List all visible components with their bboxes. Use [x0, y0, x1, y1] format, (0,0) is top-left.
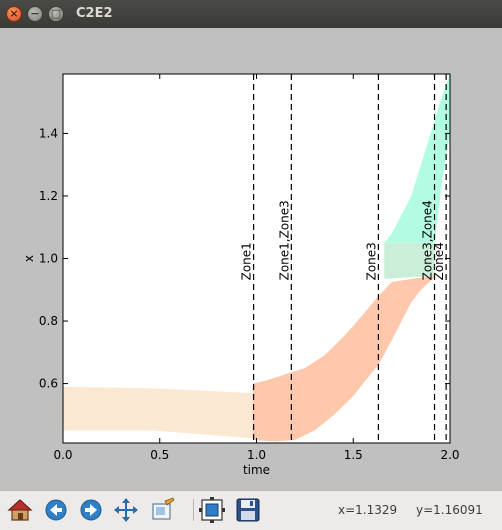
subplots-button[interactable] [199, 497, 225, 523]
y-tick-label: 1.2 [39, 189, 58, 203]
y-tick-label: 1.4 [39, 126, 58, 140]
navigation-toolbar: x=1.1329 y=1.16091 [0, 490, 502, 530]
plot-canvas[interactable]: Zone1 Zone1,Zone3 Zone3 Zone3,Zone4 Zone4 0.0… [0, 28, 502, 488]
close-window-button[interactable]: × [6, 6, 22, 22]
forward-icon [80, 499, 102, 521]
zone-label-1: Zone1 [240, 242, 254, 280]
home-button[interactable] [7, 497, 33, 523]
forward-button[interactable] [78, 497, 104, 523]
zone-label-5: Zone4 [432, 242, 446, 280]
minimize-icon: − [30, 7, 40, 20]
zone-label-2: Zone1,Zone3 [277, 200, 291, 280]
reach-region-2 [252, 275, 435, 442]
pan-button[interactable] [113, 497, 139, 523]
maximize-window-button[interactable]: □ [48, 6, 64, 22]
x-coordinate-readout: x=1.1329 [338, 503, 398, 517]
reach-region-1 [63, 386, 255, 440]
window-titlebar: × − □ C2E2 [0, 0, 502, 28]
reach-region-3 [384, 242, 435, 279]
maximize-icon: □ [50, 7, 62, 20]
y-axis-label: x [22, 255, 36, 262]
y-coordinate-readout: y=1.16091 [416, 503, 483, 517]
zoom-icon [152, 497, 175, 520]
zone-label-3: Zone3 [364, 242, 378, 280]
pan-icon [114, 498, 138, 522]
subplots-icon [199, 497, 225, 523]
reach-region-4 [384, 74, 450, 243]
window-title: C2E2 [76, 6, 113, 21]
y-tick-label: 0.8 [39, 314, 58, 328]
x-tick-label: 2.0 [440, 448, 459, 462]
x-axis-label: time [243, 463, 270, 477]
save-button[interactable] [235, 497, 261, 523]
x-tick-label: 1.0 [247, 448, 266, 462]
y-tick-label: 1.0 [39, 252, 58, 266]
x-tick-label: 1.5 [344, 448, 363, 462]
minimize-window-button[interactable]: − [27, 6, 43, 22]
zone-label-4: Zone3,Zone4 [421, 200, 435, 280]
y-tick-label: 0.6 [39, 377, 58, 391]
x-tick-label: 0.5 [150, 448, 169, 462]
home-icon [7, 499, 33, 521]
back-button[interactable] [43, 497, 69, 523]
toolbar-separator [193, 499, 194, 521]
x-tick-label: 0.0 [53, 448, 72, 462]
save-icon [236, 498, 260, 522]
zoom-button[interactable] [150, 497, 176, 523]
close-icon: × [9, 7, 19, 20]
back-icon [45, 499, 67, 521]
